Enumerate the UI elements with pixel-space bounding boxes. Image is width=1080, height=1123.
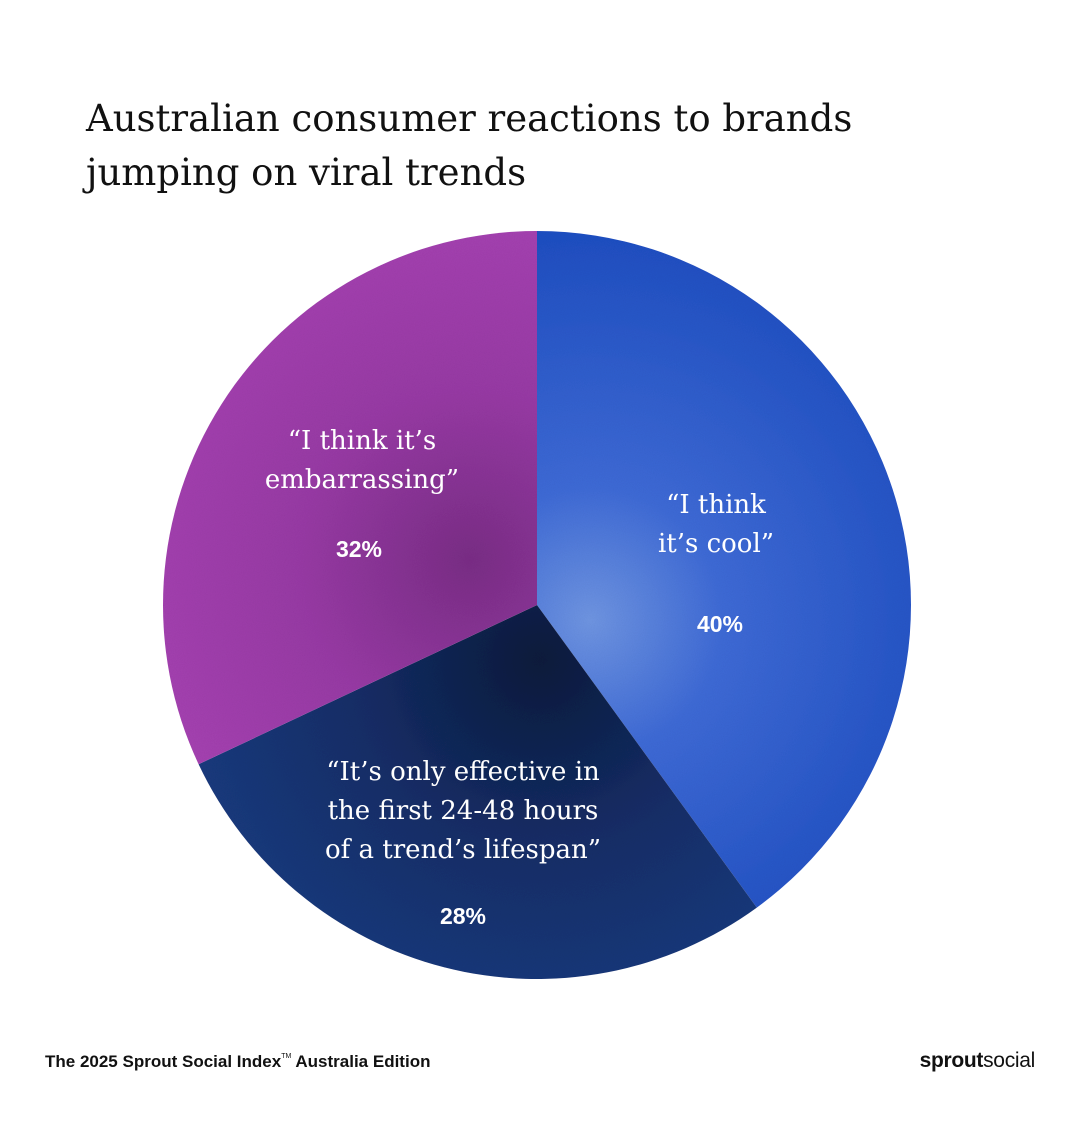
slice-label-line: it’s cool” — [658, 529, 774, 559]
slice-label-1: “I think it’s cool” — [658, 490, 774, 559]
slice-label-2: “It’s only effective in the first 24-48 h… — [325, 757, 601, 865]
sprout-social-logo: sproutsocial — [919, 1049, 1036, 1073]
slice-label-line: embarrassing” — [265, 465, 459, 495]
slice-label-line: the first 24-48 hours — [328, 796, 599, 826]
slice-value-2: 28% — [440, 903, 486, 929]
pie-labels: “I think it’s cool” 40% “It’s only effectiv… — [265, 426, 774, 929]
slice-value-1: 40% — [697, 611, 743, 637]
slice-value-3: 32% — [336, 536, 382, 562]
footer-text: The 2025 Sprout Social Index — [45, 1052, 282, 1071]
slice-label-line: of a trend’s lifespan” — [325, 835, 601, 865]
slice-label-line: “I think — [666, 490, 766, 520]
pie-slice-1 — [537, 231, 911, 908]
chart-title-line-2: jumping on viral trends — [86, 151, 527, 194]
chart-title: Australian consumer reactions to brands … — [86, 92, 986, 200]
slice-label-line: “It’s only effective in — [326, 757, 600, 787]
pie-slices — [162, 231, 911, 980]
pie-slice-3 — [162, 231, 537, 765]
slice-label-line: “I think it’s — [288, 426, 436, 456]
logo-light: social — [983, 1049, 1035, 1072]
trademark-mark: TM — [281, 1053, 292, 1060]
footer-edition: Australia Edition — [291, 1052, 431, 1071]
chart-title-line-1: Australian consumer reactions to brands — [86, 97, 853, 140]
pie-slice-2 — [198, 605, 757, 980]
footer-source: The 2025 Sprout Social IndexTM Australia… — [45, 1052, 430, 1072]
slice-label-3: “I think it’s embarrassing” — [265, 426, 459, 495]
logo-bold: sprout — [919, 1049, 984, 1072]
